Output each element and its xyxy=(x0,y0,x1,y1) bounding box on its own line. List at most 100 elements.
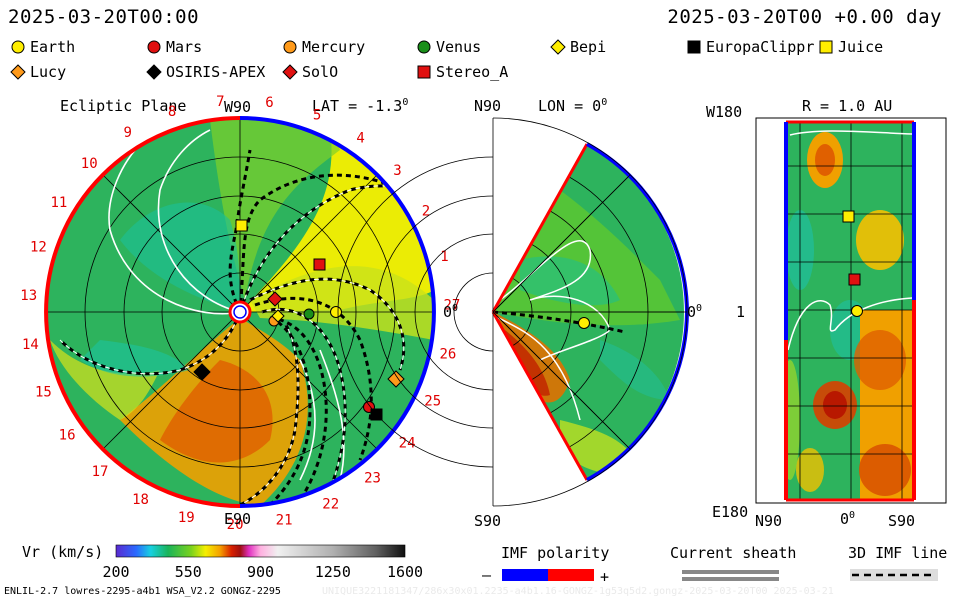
shell-y-mid: 1 xyxy=(736,303,746,321)
lucy-marker xyxy=(387,370,405,388)
shell-juice-marker xyxy=(842,210,855,223)
legend-item-juice: Juice xyxy=(818,38,883,56)
legend-label: Stereo_A xyxy=(436,63,509,81)
rotation-label-25: 25 xyxy=(424,394,441,410)
rotation-label-13: 13 xyxy=(20,288,37,304)
colorbar-tick-label: 1250 xyxy=(315,563,351,581)
meridional-s90: S90 xyxy=(474,512,502,530)
meridional-n90: N90 xyxy=(474,97,502,115)
legend-item-bepi: Bepi xyxy=(550,38,606,56)
legend-item-mars: Mars xyxy=(146,38,202,56)
legend-label: Mercury xyxy=(302,38,366,56)
diamond-icon xyxy=(10,64,26,80)
rotation-label-17: 17 xyxy=(92,464,109,480)
imf-minus: – xyxy=(482,566,492,584)
legend-label: Lucy xyxy=(30,63,67,81)
rotation-label-15: 15 xyxy=(35,384,52,400)
osiris-apex-marker xyxy=(193,363,211,381)
legend-label: EuropaClippr xyxy=(706,38,815,56)
header-right-time: 2025-03-20T00 +0.00 day xyxy=(667,6,942,28)
colorbar-tick-label: 1600 xyxy=(387,563,423,581)
circle-icon xyxy=(11,40,25,54)
diamond-icon xyxy=(550,39,566,55)
legend-label: Juice xyxy=(838,38,884,56)
rotation-label-7: 7 xyxy=(216,94,224,110)
meridional-earth-marker xyxy=(578,317,590,329)
legend-label: SolO xyxy=(302,63,339,81)
venus-marker xyxy=(303,308,315,320)
meridional-lon: LON = 00 xyxy=(538,97,608,115)
rotation-label-18: 18 xyxy=(132,492,149,508)
rotation-label-23: 23 xyxy=(364,471,381,487)
legend-item-europaclippr: EuropaClippr xyxy=(686,38,814,56)
legend-label: OSIRIS-APEX xyxy=(166,63,266,81)
diamond-icon xyxy=(146,64,162,80)
stereo-a-marker xyxy=(313,258,326,271)
circle-icon xyxy=(147,40,161,54)
rotation-label-11: 11 xyxy=(50,195,67,211)
meridional-plane: 00 xyxy=(337,117,702,507)
shell-title: R = 1.0 AU xyxy=(802,97,893,115)
ecliptic-lat: LAT = -1.30 xyxy=(312,97,409,115)
legend-label: Venus xyxy=(436,38,482,56)
diamond-icon xyxy=(282,64,298,80)
legend-label: Earth xyxy=(30,38,76,56)
ecliptic-top-label: W90 xyxy=(224,98,251,116)
shell-panel xyxy=(755,117,947,504)
shell-x-left: N90 xyxy=(755,512,783,530)
ecliptic-right-label: 00 xyxy=(443,303,458,321)
earth-marker xyxy=(330,306,342,318)
shell-y-bottom: E180 xyxy=(712,503,749,521)
colorbar-tick-label: 200 xyxy=(102,563,129,581)
square-icon xyxy=(819,40,833,54)
rotation-label-19: 19 xyxy=(178,510,195,526)
shell-x-mid: 00 xyxy=(840,510,856,528)
rotation-label-9: 9 xyxy=(123,125,131,141)
shell-x-right: S90 xyxy=(888,512,916,530)
colorbar-tick-label: 900 xyxy=(247,563,274,581)
ecliptic-title: Ecliptic Plane xyxy=(60,97,187,115)
footer-right: UNIQUE3221181347/286x30x01.2235-a4b1.16-… xyxy=(322,586,834,597)
rotation-label-16: 16 xyxy=(59,428,76,444)
current-sheath-title: Current sheath xyxy=(670,544,796,562)
colorbar: Vr (km/s) 200 550 900 1250 1600 xyxy=(22,543,423,581)
meridional-right-label: 00 xyxy=(687,303,702,321)
colorbar-tick-label: 550 xyxy=(175,563,202,581)
rotation-label-3: 3 xyxy=(393,163,401,179)
rotation-label-4: 4 xyxy=(356,131,364,147)
rotation-label-14: 14 xyxy=(22,337,39,353)
legend-item-earth: Earth xyxy=(10,38,75,56)
circle-icon xyxy=(283,40,297,54)
imf-polarity-title: IMF polarity xyxy=(501,544,609,562)
shell-y-top: W180 xyxy=(706,103,743,121)
current-sheath-legend: Current sheath xyxy=(670,544,796,581)
square-icon xyxy=(687,40,701,54)
rotation-label-10: 10 xyxy=(81,156,98,172)
rotation-label-6: 6 xyxy=(265,95,273,111)
footer-left: ENLIL-2.7 lowres-2295-a4b1 WSA_V2.2 GONG… xyxy=(4,586,281,597)
header-left-time: 2025-03-20T00:00 xyxy=(8,6,200,28)
rotation-label-24: 24 xyxy=(399,436,416,452)
shell-earth-marker xyxy=(851,305,863,317)
solo-marker xyxy=(267,291,283,307)
legend-item-lucy: Lucy xyxy=(10,63,66,81)
rotation-label-1: 1 xyxy=(440,249,448,265)
colorbar-title: Vr (km/s) xyxy=(22,543,103,561)
rotation-label-22: 22 xyxy=(322,497,339,513)
juice-marker xyxy=(235,219,248,232)
square-icon xyxy=(417,65,431,79)
ecliptic-bottom-label: E90 xyxy=(224,510,251,528)
rotation-label-27: 27 xyxy=(443,298,460,314)
legend-item-osiris-apex: OSIRIS-APEX xyxy=(146,63,265,81)
rotation-label-26: 26 xyxy=(439,347,456,363)
rotation-label-8: 8 xyxy=(168,104,176,120)
legend-item-venus: Venus xyxy=(416,38,481,56)
imf-polarity-legend: IMF polarity – + xyxy=(482,544,609,586)
bepi-marker xyxy=(271,309,285,323)
rotation-label-12: 12 xyxy=(30,240,47,256)
ecliptic-objects xyxy=(193,219,405,421)
legend-item-solo: SolO xyxy=(282,63,338,81)
